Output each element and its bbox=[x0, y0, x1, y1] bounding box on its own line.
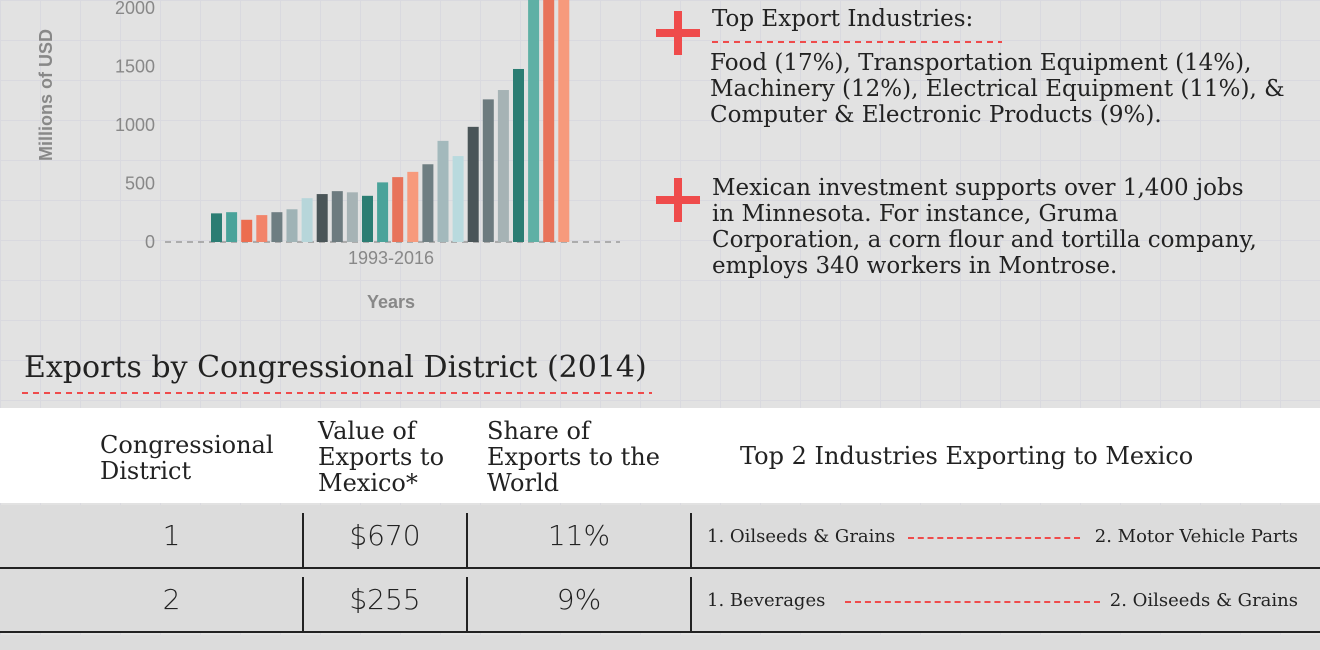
table: Congressional District Value of Exports … bbox=[0, 408, 1320, 650]
bar bbox=[271, 212, 283, 242]
table-title: Exports by Congressional District (2014) bbox=[24, 350, 647, 385]
header-cell: Top 2 Industries Exporting to Mexico bbox=[740, 442, 1194, 470]
table-cell: $670 bbox=[349, 519, 421, 552]
bar bbox=[407, 171, 419, 242]
table-row bbox=[0, 635, 1320, 650]
y-tick-label: 1000 bbox=[115, 115, 155, 135]
row-border bbox=[0, 631, 1320, 633]
bar bbox=[543, 0, 555, 243]
bar bbox=[211, 213, 222, 242]
bar bbox=[316, 194, 328, 242]
table-row bbox=[0, 505, 1320, 567]
y-tick-label: 0 bbox=[145, 232, 155, 252]
bar bbox=[497, 90, 509, 243]
bar bbox=[331, 191, 343, 242]
bar bbox=[377, 182, 389, 242]
header-cell: Congressional District bbox=[100, 431, 274, 485]
connector bbox=[845, 601, 1100, 603]
header-cell: Share of Exports to the World bbox=[487, 417, 660, 497]
bar bbox=[286, 209, 298, 242]
y-tick-label: 500 bbox=[125, 174, 155, 194]
industry-2: 2. Motor Vehicle Parts bbox=[1094, 526, 1298, 547]
col-border bbox=[302, 577, 304, 631]
bar bbox=[452, 156, 464, 242]
bullet-title: Top Export Industries: bbox=[712, 6, 974, 32]
bar bbox=[437, 140, 449, 242]
bullet-text: Food (17%), Transportation Equipment (14… bbox=[710, 50, 1285, 128]
col-border bbox=[690, 513, 692, 567]
bar bbox=[226, 212, 238, 242]
chart: Millions of USD 1993-2016 Years 0 500 1000… bbox=[36, 0, 620, 312]
row-border bbox=[0, 567, 1320, 569]
y-tick-label: 1500 bbox=[115, 57, 155, 77]
table-cell: 2 bbox=[162, 583, 181, 616]
connector bbox=[908, 537, 1080, 539]
x-axis-label: Years bbox=[367, 292, 415, 312]
col-border bbox=[690, 577, 692, 631]
bar bbox=[301, 198, 313, 242]
table-cell: 9% bbox=[556, 583, 602, 616]
plus-icon bbox=[656, 178, 700, 222]
table-cell: 1 bbox=[162, 519, 181, 552]
bar bbox=[256, 215, 268, 242]
bar bbox=[528, 0, 540, 242]
bar bbox=[558, 0, 570, 242]
table-cell: $255 bbox=[349, 583, 421, 616]
col-border bbox=[466, 577, 468, 631]
industry-1: 1. Oilseeds & Grains bbox=[707, 526, 896, 547]
y-axis-label: Millions of USD bbox=[36, 29, 56, 161]
bullet-text: Mexican investment supports over 1,400 j… bbox=[712, 175, 1257, 279]
table-row bbox=[0, 569, 1320, 631]
industry-2: 2. Oilseeds & Grains bbox=[1109, 590, 1298, 611]
industry-1: 1. Beverages bbox=[707, 590, 826, 611]
bar bbox=[346, 192, 358, 242]
table-header: Congressional District Value of Exports … bbox=[0, 408, 1320, 503]
bar bbox=[422, 164, 434, 242]
bar bbox=[241, 219, 253, 242]
bar bbox=[467, 126, 479, 242]
plus-icon bbox=[656, 11, 700, 55]
bar bbox=[482, 99, 494, 242]
x-range-label: 1993-2016 bbox=[348, 248, 434, 268]
header-cell: Value of Exports to Mexico* bbox=[318, 417, 445, 497]
col-border bbox=[302, 513, 304, 567]
bar bbox=[392, 177, 404, 242]
y-tick-label: 2000 bbox=[115, 0, 155, 18]
col-border bbox=[466, 513, 468, 567]
bar bbox=[513, 68, 524, 242]
bar bbox=[362, 195, 373, 242]
table-cell: 11% bbox=[547, 519, 611, 552]
